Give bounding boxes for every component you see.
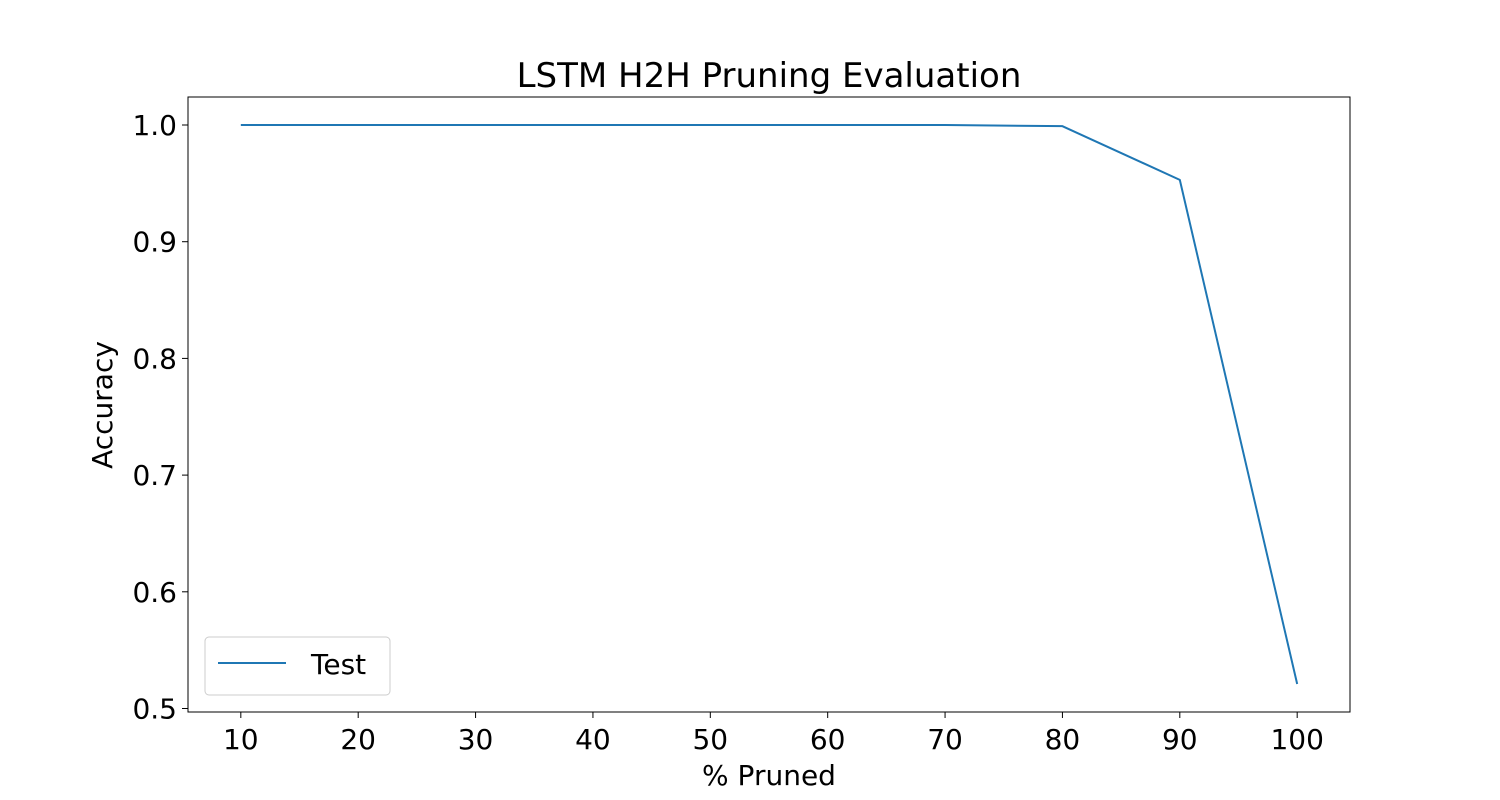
x-tick-label: 80	[1045, 723, 1081, 756]
x-tick-label: 50	[692, 723, 728, 756]
x-axis-ticks: 10 20 30 40 50 60 70 80 90 100	[223, 712, 1324, 756]
x-tick-label: 60	[810, 723, 846, 756]
x-tick-label: 40	[575, 723, 611, 756]
x-tick-label: 30	[458, 723, 494, 756]
y-axis-ticks: 0.5 0.6 0.7 0.8 0.9 1.0	[132, 109, 188, 725]
x-axis-label: % Pruned	[702, 759, 836, 792]
y-tick-label: 0.8	[132, 342, 177, 375]
y-axis-label: Accuracy	[86, 341, 119, 469]
series-line-test	[240, 124, 1299, 685]
chart-title: LSTM H2H Pruning Evaluation	[517, 56, 1022, 96]
x-tick-label: 100	[1270, 723, 1323, 756]
y-tick-label: 1.0	[132, 109, 177, 142]
x-tick-label: 10	[223, 723, 259, 756]
legend-box	[204, 636, 391, 696]
y-tick-label: 0.5	[132, 692, 177, 725]
x-tick-label: 90	[1162, 723, 1198, 756]
y-tick-label: 0.7	[132, 459, 177, 492]
legend-label-test: Test	[310, 648, 366, 681]
series-layer	[240, 124, 1299, 685]
plot-area-frame	[187, 96, 1351, 713]
y-tick-label: 0.9	[132, 226, 177, 259]
x-tick-label: 20	[340, 723, 376, 756]
x-tick-label: 70	[927, 723, 963, 756]
legend: Test	[204, 636, 391, 696]
y-tick-label: 0.6	[132, 576, 177, 609]
